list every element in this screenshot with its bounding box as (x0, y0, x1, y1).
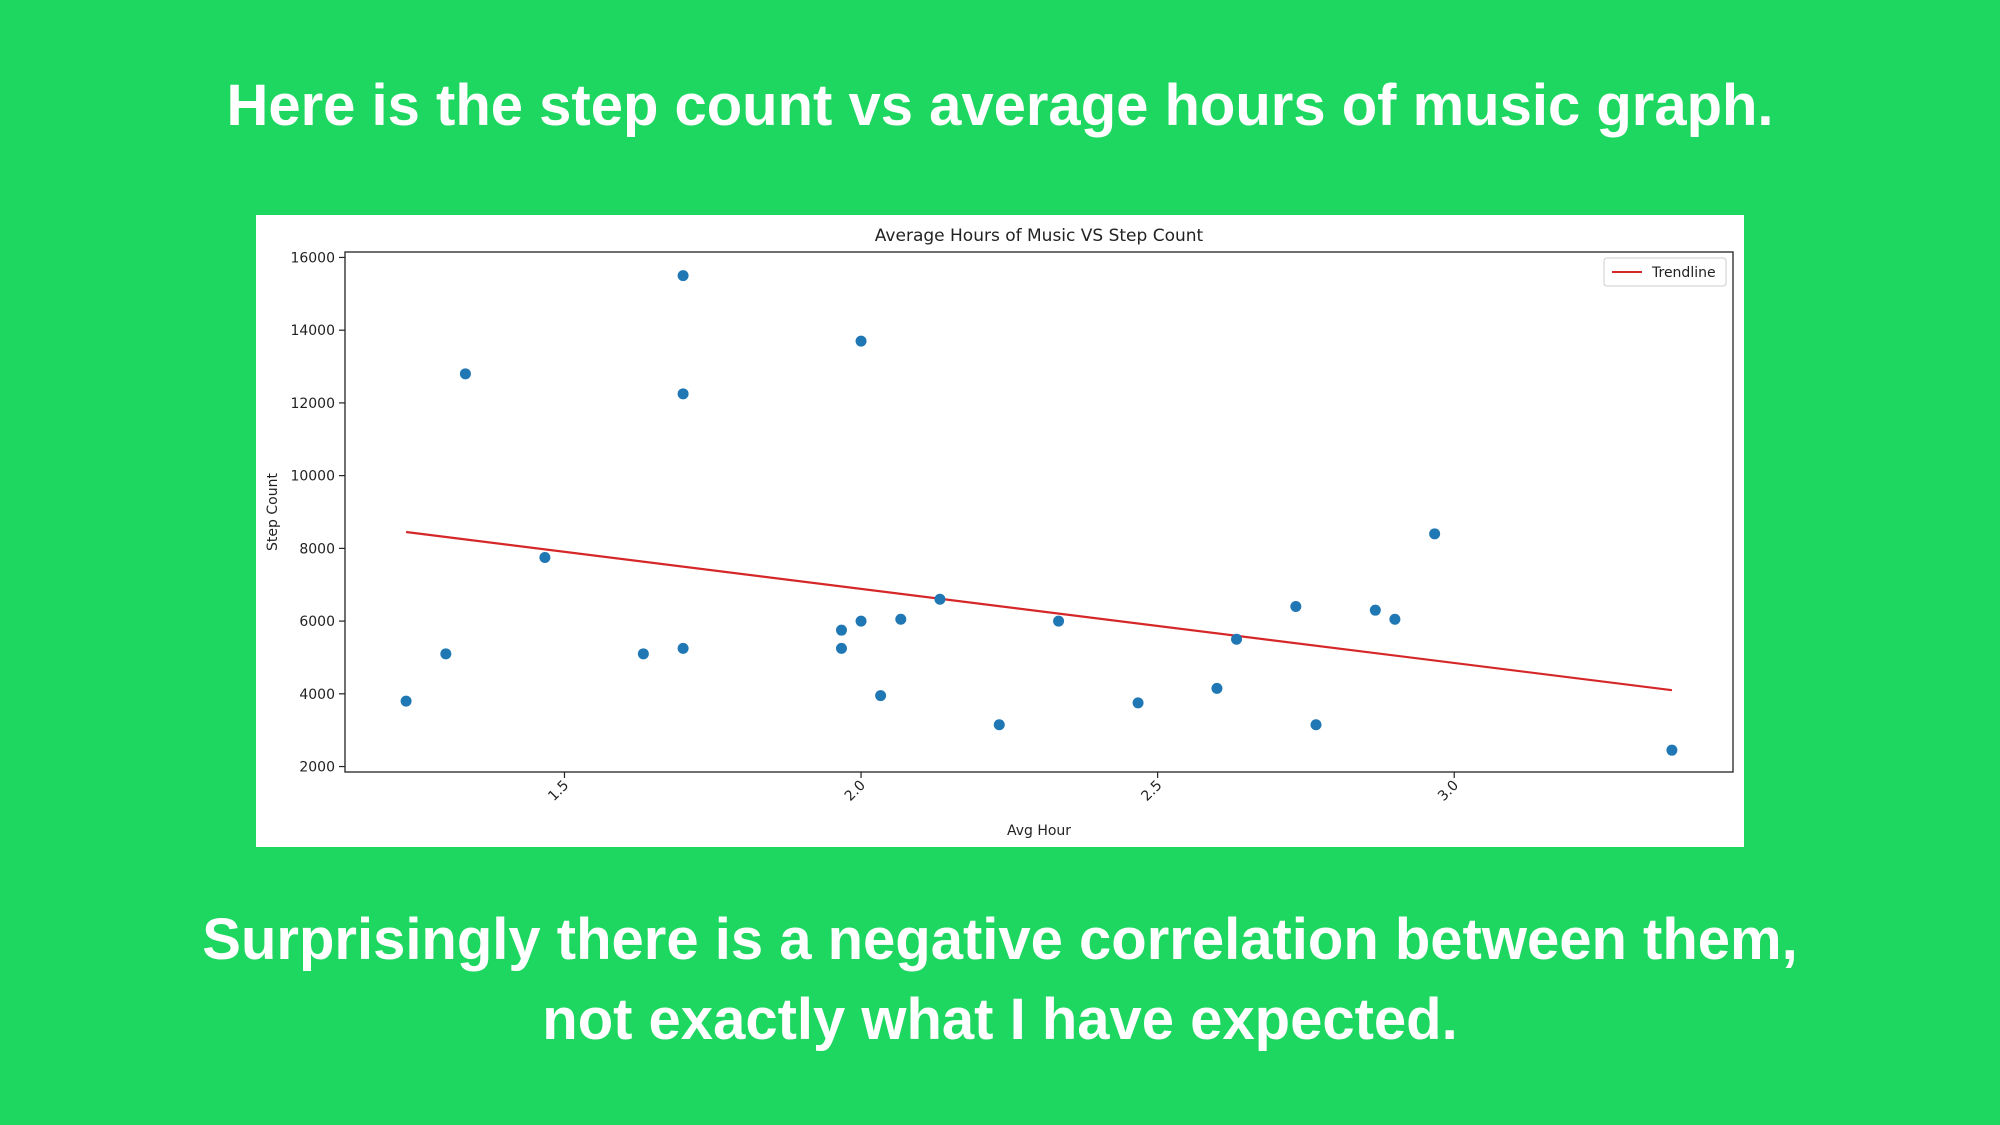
scatter-point (1429, 528, 1441, 540)
scatter-point (459, 368, 471, 380)
scatter-point (637, 648, 649, 660)
scatter-point (1211, 682, 1223, 694)
scatter-point (1231, 633, 1243, 645)
plot-area (344, 251, 1734, 773)
scatter-point (895, 613, 907, 625)
scatter-point (875, 690, 887, 702)
scatter-point (1053, 615, 1065, 627)
slide-heading: Here is the step count vs average hours … (226, 73, 1774, 138)
scatter-point (1666, 744, 1678, 756)
y-tick-label: 6000 (299, 614, 335, 630)
scatter-point (1290, 601, 1302, 613)
scatter-point (440, 648, 452, 660)
trendline (405, 530, 1673, 692)
y-tick-label: 2000 (299, 760, 335, 776)
x-tick-label: 1.5 (545, 778, 572, 805)
scatter-point (835, 624, 847, 636)
scatter-point (677, 642, 689, 654)
slide-caption: Surprisingly there is a negative correla… (0, 900, 2000, 1060)
y-tick-label: 12000 (290, 396, 335, 412)
scatter-point (400, 695, 412, 707)
y-tick-label: 8000 (299, 541, 335, 557)
scatter-point (1369, 604, 1381, 616)
y-tick-label: 14000 (290, 323, 335, 339)
scatter-point (855, 615, 867, 627)
legend: Trendline (1603, 257, 1727, 287)
x-tick-label: 2.0 (842, 778, 869, 805)
x-axis-label: Avg Hour (1007, 823, 1071, 839)
scatter-point (835, 642, 847, 654)
scatter-point (1389, 613, 1401, 625)
legend-label-trendline: Trendline (1651, 265, 1716, 281)
y-tick-label: 16000 (290, 250, 335, 266)
scatter-point (1310, 719, 1322, 731)
scatter-point (855, 335, 867, 347)
caption-line-1: Surprisingly there is a negative correla… (202, 907, 1798, 972)
points-layer (400, 270, 1678, 756)
x-axis: 1.5 2.0 2.5 3.0 (545, 772, 1462, 805)
caption-line-2: not exactly what I have expected. (542, 987, 1458, 1052)
y-tick-label: 4000 (299, 687, 335, 703)
scatter-point (1132, 697, 1144, 709)
scatter-chart: Average Hours of Music VS Step Count 200… (265, 226, 1734, 839)
x-tick-label: 3.0 (1435, 778, 1462, 805)
scatter-point (677, 270, 689, 282)
legend-box (1603, 257, 1727, 287)
scatter-point (993, 719, 1005, 731)
y-axis-label: Step Count (265, 473, 281, 551)
scatter-point (934, 593, 946, 605)
chart-panel: Average Hours of Music VS Step Count 200… (256, 215, 1744, 847)
scatter-point (677, 388, 689, 400)
trendline-layer (405, 530, 1673, 692)
scatter-point (539, 551, 551, 563)
y-tick-label: 10000 (290, 469, 335, 485)
x-tick-label: 2.5 (1138, 778, 1165, 805)
chart-title: Average Hours of Music VS Step Count (875, 226, 1204, 246)
y-axis: 2000 4000 6000 8000 10000 12000 14000 16000 (290, 250, 345, 776)
